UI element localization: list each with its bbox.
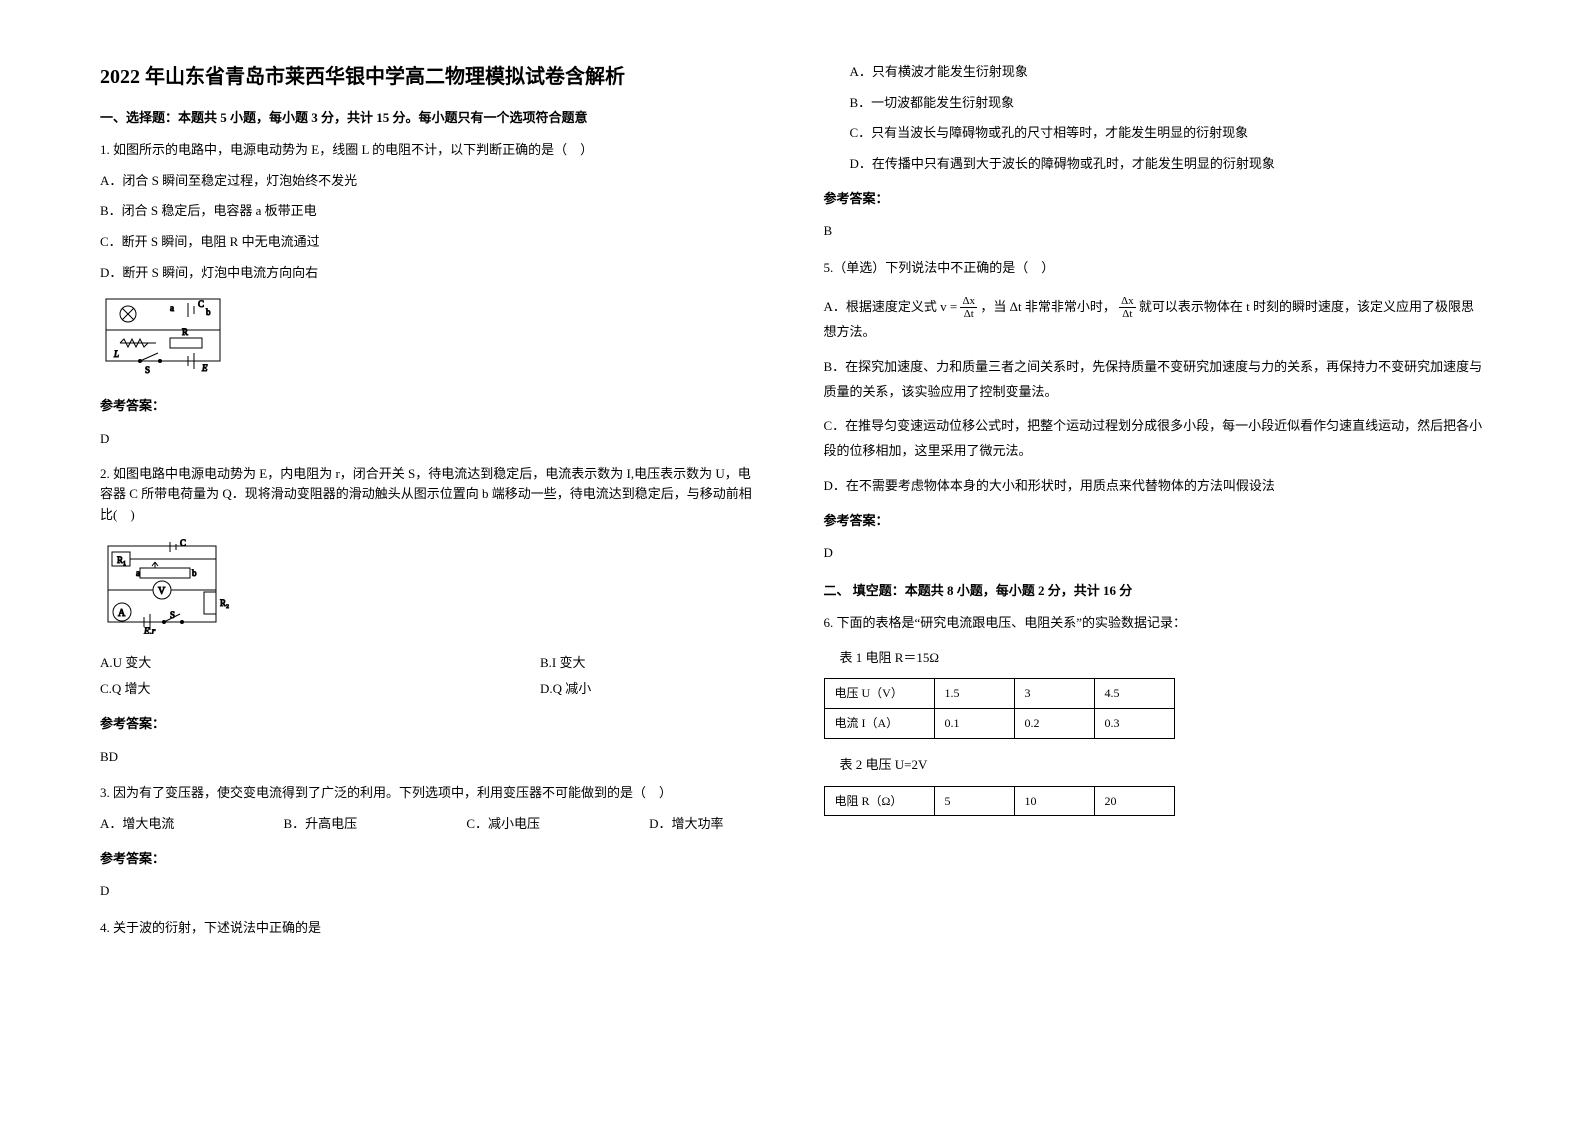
delta-t: Δt: [1010, 299, 1022, 314]
q4-opt-d: D．在传播中只有遇到大于波长的障碍物或孔时，才能发生明显的衍射现象: [824, 152, 1488, 177]
question-1: 1. 如图所示的电路中，电源电动势为 E，线圈 L 的电阻不计，以下判断正确的是…: [100, 138, 764, 452]
t1-r1c0: 电压 U（V）: [824, 679, 934, 709]
t1-r1c1: 1.5: [934, 679, 1014, 709]
frac-num: Δx: [960, 295, 977, 308]
svg-text:E,r: E,r: [143, 626, 156, 634]
table2-caption: 表 2 电压 U=2V: [840, 753, 1488, 778]
q4-opt-b: B．一切波都能发生衍射现象: [824, 91, 1488, 116]
question-5: 5.（单选）下列说法中不正确的是（ ） A．根据速度定义式 v = ΔxΔt ，…: [824, 256, 1488, 566]
q1-answer-label: 参考答案：: [100, 394, 764, 419]
svg-text:E: E: [201, 363, 208, 373]
svg-text:b: b: [206, 307, 211, 317]
table-2: 电阻 R（Ω） 5 10 20: [824, 786, 1175, 817]
q2-stem: 2. 如图电路中电源电动势为 E，内电阻为 r，闭合开关 S，待电流达到稳定后，…: [100, 464, 764, 526]
q2-circuit-diagram: R₁ C a b V: [100, 534, 764, 643]
t1-r2c0: 电流 I（A）: [824, 709, 934, 739]
q5-stem: 5.（单选）下列说法中不正确的是（ ）: [824, 256, 1488, 281]
fraction-icon: ΔxΔt: [960, 295, 977, 320]
q2-opt-c: C.Q 增大: [100, 677, 540, 702]
q5-answer: D: [824, 541, 1488, 566]
q2-answer: BD: [100, 745, 764, 770]
q2-opt-a: A.U 变大: [100, 651, 540, 676]
table-row: 电压 U（V） 1.5 3 4.5: [824, 679, 1174, 709]
svg-text:R₂: R₂: [220, 598, 229, 608]
q1-opt-b: B．闭合 S 稳定后，电容器 a 板带正电: [100, 199, 764, 224]
formula-v-eq: v =: [940, 299, 957, 314]
section1-header: 一、选择题：本题共 5 小题，每小题 3 分，共计 15 分。每小题只有一个选项…: [100, 107, 764, 126]
frac-num2: Δx: [1119, 295, 1136, 308]
svg-text:a: a: [170, 303, 174, 313]
q2-answer-label: 参考答案：: [100, 712, 764, 737]
question-6: 6. 下面的表格是“研究电流跟电压、电阻关系”的实验数据记录： 表 1 电阻 R…: [824, 611, 1488, 816]
right-column: A．只有横波才能发生衍射现象 B．一切波都能发生衍射现象 C．只有当波长与障碍物…: [824, 60, 1488, 951]
q3-opt-d: D．增大功率: [649, 812, 723, 837]
q5-opt-b: B．在探究加速度、力和质量三者之间关系时，先保持质量不变研究加速度与力的关系，再…: [824, 355, 1488, 404]
frac-den: Δt: [962, 308, 976, 320]
svg-text:R₁: R₁: [117, 555, 126, 565]
t1-r2c3: 0.3: [1094, 709, 1174, 739]
q5-opt-c: C．在推导匀变速运动位移公式时，把整个运动过程划分成很多小段，每一小段近似看作匀…: [824, 414, 1488, 463]
svg-text:V: V: [158, 586, 166, 597]
svg-text:R: R: [182, 327, 188, 337]
svg-text:A: A: [118, 608, 126, 619]
question-3: 3. 因为有了变压器，使交变电流得到了广泛的利用。下列选项中，利用变压器不可能做…: [100, 781, 764, 904]
q1-opt-c: C．断开 S 瞬间，电阻 R 中无电流通过: [100, 230, 764, 255]
t1-r1c2: 3: [1014, 679, 1094, 709]
q4-answer-label: 参考答案：: [824, 187, 1488, 212]
q4-opt-c: C．只有当波长与障碍物或孔的尺寸相等时，才能发生明显的衍射现象: [824, 121, 1488, 146]
question-4-stem: 4. 关于波的衍射，下述说法中正确的是: [100, 916, 764, 941]
frac-den2: Δt: [1120, 308, 1134, 320]
q1-circuit-diagram: a C b R L S E: [100, 293, 764, 384]
svg-text:b: b: [192, 568, 197, 578]
svg-text:S: S: [170, 610, 175, 620]
svg-text:C: C: [180, 538, 186, 548]
q1-stem: 1. 如图所示的电路中，电源电动势为 E，线圈 L 的电阻不计，以下判断正确的是…: [100, 138, 764, 163]
table-row: 电阻 R（Ω） 5 10 20: [824, 786, 1174, 816]
svg-text:C: C: [198, 299, 204, 309]
svg-text:a: a: [136, 568, 140, 578]
svg-text:L: L: [113, 349, 119, 359]
fraction-icon-2: ΔxΔt: [1119, 295, 1136, 320]
q4-answer: B: [824, 219, 1488, 244]
question-2: 2. 如图电路中电源电动势为 E，内电阻为 r，闭合开关 S，待电流达到稳定后，…: [100, 464, 764, 770]
t2-r1c1: 5: [934, 786, 1014, 816]
q4-stem: 4. 关于波的衍射，下述说法中正确的是: [100, 916, 764, 941]
q2-opts-row2: C.Q 增大 D.Q 减小: [100, 677, 764, 702]
q1-opt-a: A．闭合 S 瞬间至稳定过程，灯泡始终不发光: [100, 169, 764, 194]
table-1: 电压 U（V） 1.5 3 4.5 电流 I（A） 0.1 0.2 0.3: [824, 678, 1175, 739]
q5-answer-label: 参考答案：: [824, 509, 1488, 534]
q3-opt-b: B．升高电压: [284, 812, 358, 837]
t2-r1c2: 10: [1014, 786, 1094, 816]
q5-a-part1: A．根据速度定义式: [824, 299, 941, 314]
left-column: 2022 年山东省青岛市莱西华银中学高二物理模拟试卷含解析 一、选择题：本题共 …: [100, 60, 764, 951]
q5-opt-a: A．根据速度定义式 v = ΔxΔt ，当 Δt 非常非常小时， ΔxΔt 就可…: [824, 295, 1488, 345]
question-4-options: A．只有横波才能发生衍射现象 B．一切波都能发生衍射现象 C．只有当波长与障碍物…: [824, 60, 1488, 244]
q3-stem: 3. 因为有了变压器，使交变电流得到了广泛的利用。下列选项中，利用变压器不可能做…: [100, 781, 764, 806]
q4-opt-a: A．只有横波才能发生衍射现象: [824, 60, 1488, 85]
t1-r1c3: 4.5: [1094, 679, 1174, 709]
q1-answer: D: [100, 427, 764, 452]
q3-opt-a: A．增大电流: [100, 812, 174, 837]
t2-r1c0: 电阻 R（Ω）: [824, 786, 934, 816]
table-row: 电流 I（A） 0.1 0.2 0.3: [824, 709, 1174, 739]
t1-r2c2: 0.2: [1014, 709, 1094, 739]
q3-options: A．增大电流 B．升高电压 C．减小电压 D．增大功率: [100, 812, 764, 837]
page-title: 2022 年山东省青岛市莱西华银中学高二物理模拟试卷含解析: [100, 60, 764, 89]
table1-caption: 表 1 电阻 R＝15Ω: [840, 646, 1488, 671]
q3-answer: D: [100, 879, 764, 904]
q3-answer-label: 参考答案：: [100, 847, 764, 872]
q1-opt-d: D．断开 S 瞬间，灯泡中电流方向向右: [100, 261, 764, 286]
q3-opt-c: C．减小电压: [466, 812, 540, 837]
q2-opts-row1: A.U 变大 B.I 变大: [100, 651, 764, 676]
t1-r2c1: 0.1: [934, 709, 1014, 739]
q5-a-part3: 非常非常小时，: [1025, 299, 1116, 314]
q2-opt-d: D.Q 减小: [540, 677, 591, 702]
q5-opt-d: D．在不需要考虑物体本身的大小和形状时，用质点来代替物体的方法叫假设法: [824, 474, 1488, 499]
q5-a-part2: ，当: [980, 299, 1006, 314]
section2-header: 二、 填空题：本题共 8 小题，每小题 2 分，共计 16 分: [824, 580, 1488, 599]
q6-stem: 6. 下面的表格是“研究电流跟电压、电阻关系”的实验数据记录：: [824, 611, 1488, 636]
q2-opt-b: B.I 变大: [540, 651, 586, 676]
t2-r1c3: 20: [1094, 786, 1174, 816]
svg-text:S: S: [145, 365, 150, 375]
